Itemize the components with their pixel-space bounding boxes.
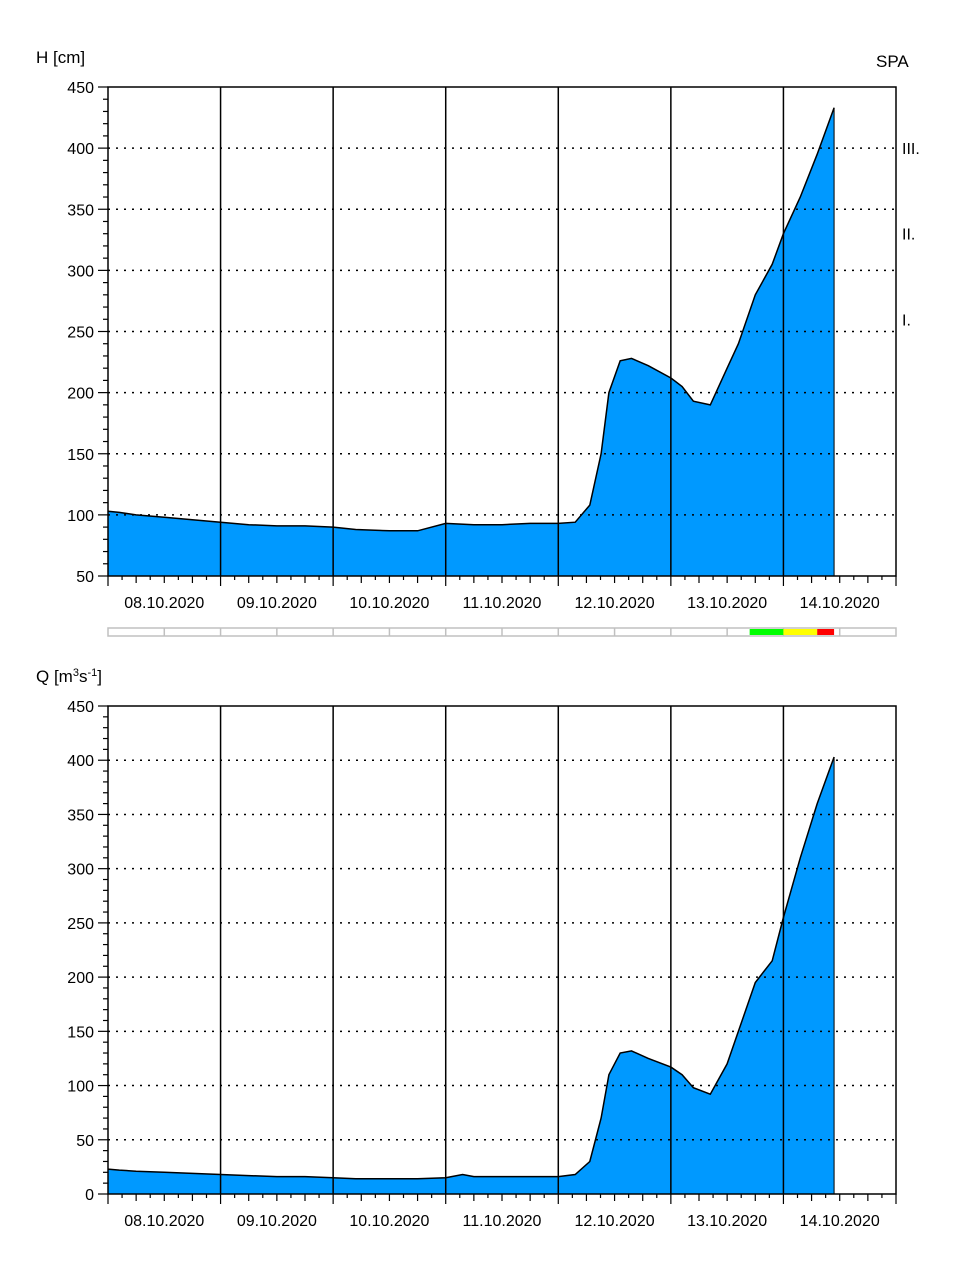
x-date-label: 11.10.2020 <box>463 595 542 612</box>
y-tick-label: 150 <box>67 1024 94 1041</box>
x-date-label: 14.10.2020 <box>800 1213 880 1230</box>
y-tick-label: 450 <box>67 699 94 716</box>
y-tick-label: 350 <box>67 202 94 219</box>
series-area <box>108 757 835 1194</box>
x-date-label: 09.10.2020 <box>237 1213 317 1230</box>
discharge-series <box>107 706 896 1194</box>
warning-level-label-3: III. <box>902 141 920 158</box>
series-area <box>108 107 835 577</box>
x-date-label: 12.10.2020 <box>575 595 655 612</box>
y-tick-label: 400 <box>67 753 94 770</box>
warning-level-label-1: I. <box>902 312 911 329</box>
discharge-gridlines <box>108 706 896 1194</box>
y-tick-label: 50 <box>76 1133 94 1150</box>
y-tick-label: 100 <box>67 1079 94 1096</box>
water-level-chart: H [cm] SPA I. II. III. 50 100 150 200 250 300 35… <box>36 48 920 612</box>
water-level-y-axis-label: H [cm] <box>36 48 85 67</box>
x-date-label: 08.10.2020 <box>124 595 204 612</box>
discharge-tick-labels: 0 50 100 150 200 250 300 350 400 450 08.10.2020 09.… <box>67 699 880 1230</box>
discharge-chart: Q [m3s-1] 0 50 100 150 200 250 300 350 400 450 08.… <box>36 667 897 1230</box>
x-date-label: 10.10.2020 <box>349 1213 429 1230</box>
x-date-label: 10.10.2020 <box>349 595 429 612</box>
discharge-y-axis-label: Q [m3s-1] <box>36 667 102 686</box>
station-code-label: SPA <box>876 52 909 71</box>
y-tick-label: 250 <box>67 325 94 342</box>
status-segment-1 <box>749 629 784 635</box>
flood-status-bar <box>107 627 897 637</box>
x-date-label: 13.10.2020 <box>687 595 767 612</box>
y-tick-label: 450 <box>67 80 94 97</box>
x-date-label: 13.10.2020 <box>687 1213 767 1230</box>
y-tick-label: 400 <box>67 141 94 158</box>
series-line <box>107 107 835 532</box>
y-tick-label: 350 <box>67 807 94 824</box>
status-segment-2 <box>783 629 818 635</box>
y-tick-label: 0 <box>85 1187 94 1204</box>
y-tick-label: 200 <box>67 970 94 987</box>
y-tick-label: 100 <box>67 508 94 525</box>
series-line <box>107 756 835 1180</box>
warning-level-label-2: II. <box>902 227 915 244</box>
y-tick-label: 300 <box>67 263 94 280</box>
y-tick-label: 250 <box>67 916 94 933</box>
x-date-label: 09.10.2020 <box>237 595 317 612</box>
y-tick-label: 150 <box>67 447 94 464</box>
water-level-tick-labels: 50 100 150 200 250 300 350 400 450 08.10.2020 09.1… <box>67 80 880 612</box>
x-date-label: 12.10.2020 <box>575 1213 655 1230</box>
x-date-label: 11.10.2020 <box>463 1213 542 1230</box>
discharge-axes <box>98 705 897 1204</box>
status-segment-3 <box>817 629 835 635</box>
y-tick-label: 50 <box>76 569 94 586</box>
y-tick-label: 300 <box>67 862 94 879</box>
x-date-label: 14.10.2020 <box>800 595 880 612</box>
water-level-axes <box>98 86 897 586</box>
water-level-gridlines <box>108 87 896 576</box>
x-date-label: 08.10.2020 <box>124 1213 204 1230</box>
y-tick-label: 200 <box>67 386 94 403</box>
